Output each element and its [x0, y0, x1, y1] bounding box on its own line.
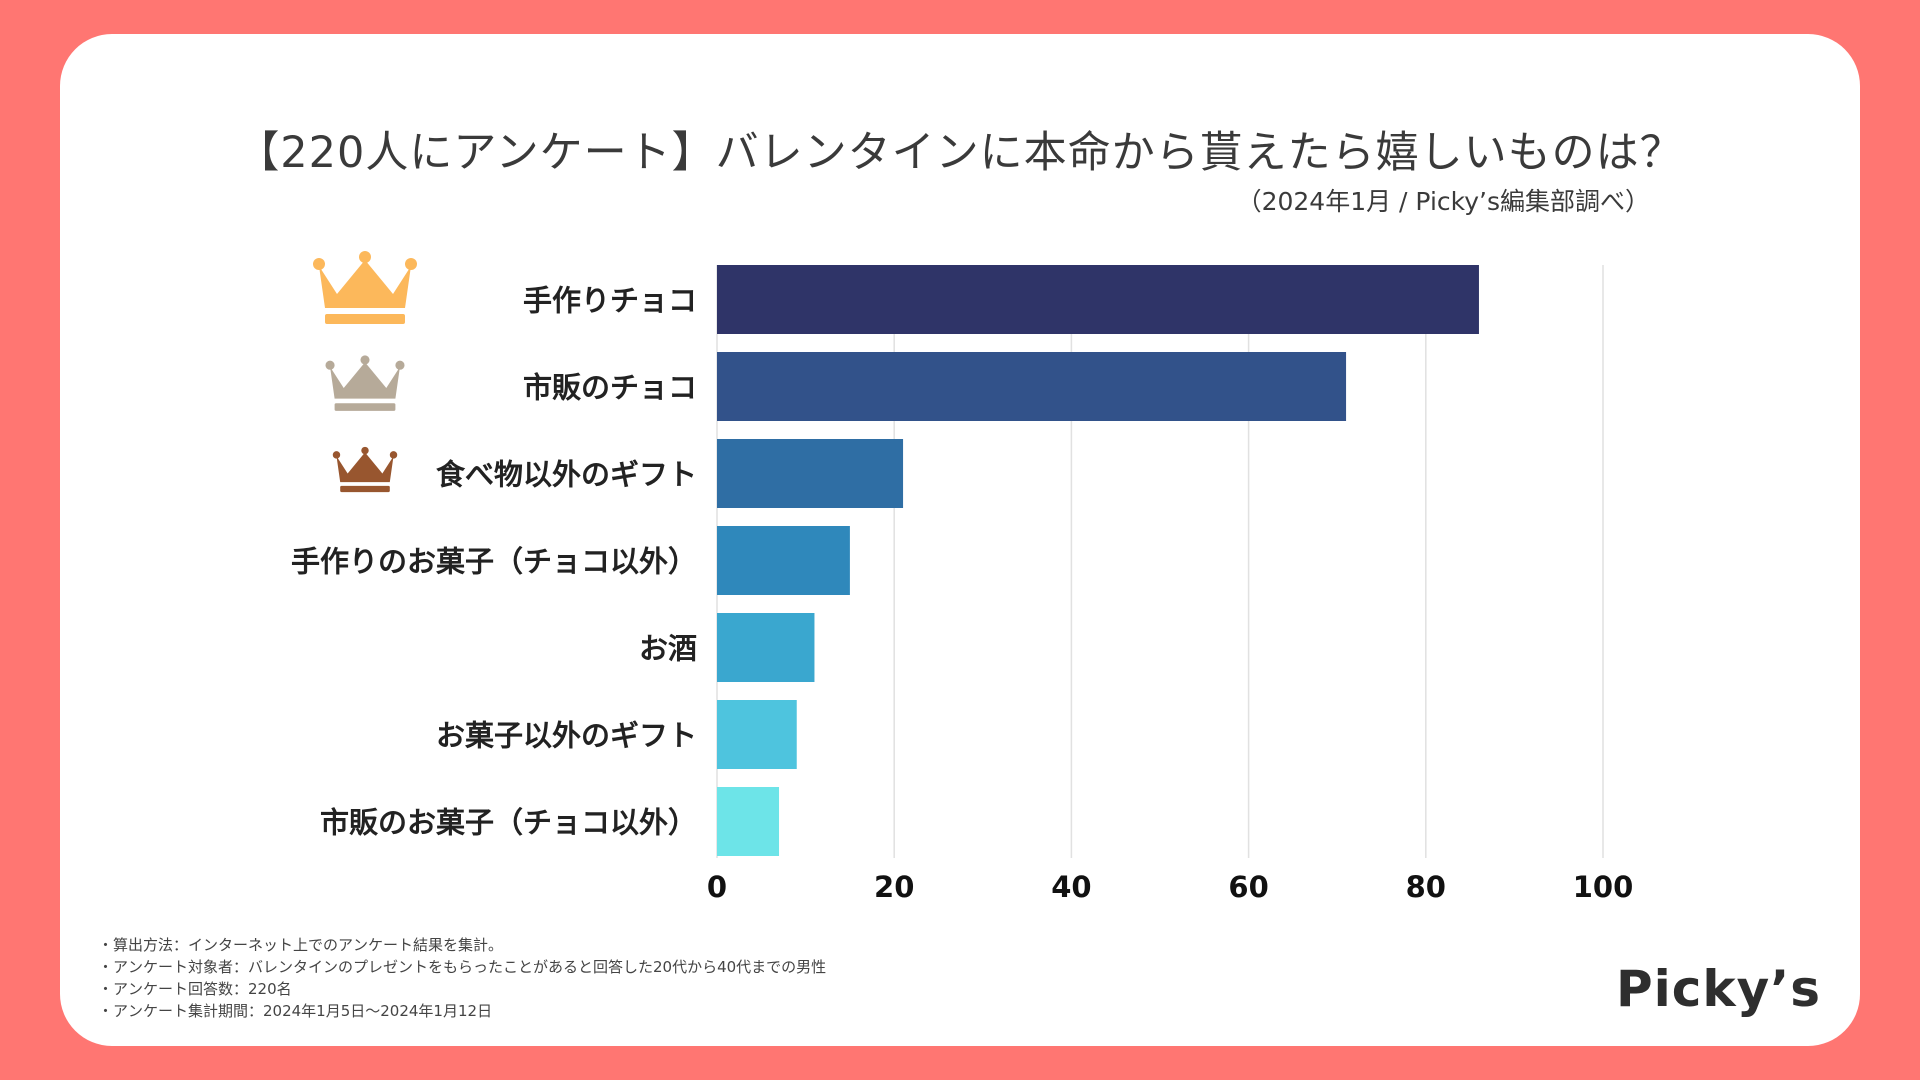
bar	[717, 352, 1347, 421]
bar	[717, 265, 1479, 334]
note-target: ・アンケート対象者：バレンタインのプレゼントをもらったことがあると回答した20代…	[98, 958, 827, 976]
bar	[717, 787, 780, 856]
silver-crown-icon	[325, 355, 405, 411]
category-label: お菓子以外のギフト	[436, 719, 697, 753]
bronze-crown-icon	[332, 446, 398, 493]
note-method: ・算出方法：インターネット上でのアンケート結果を集計。	[98, 936, 504, 954]
bar	[717, 526, 850, 595]
chart-subtitle: （2024年1月 / Picky’s編集部調べ）	[1236, 187, 1650, 216]
x-tick-label: 40	[1051, 870, 1091, 904]
x-tick-label: 0	[707, 870, 727, 904]
category-label: 手作りチョコ	[523, 284, 697, 318]
survey-notes: ・算出方法：インターネット上でのアンケート結果を集計。 ・アンケート対象者：バレ…	[98, 934, 826, 1022]
gold-crown-icon	[313, 251, 417, 324]
x-tick-label: 20	[874, 870, 914, 904]
x-tick-label: 80	[1406, 870, 1446, 904]
category-label: 市販のお菓子（チョコ以外）	[320, 806, 697, 840]
category-label: 手作りのお菓子（チョコ以外）	[291, 545, 697, 579]
category-label: お酒	[639, 632, 697, 666]
note-period: ・アンケート集計期間：2024年1月5日〜2024年1月12日	[98, 1002, 493, 1020]
bar	[717, 439, 904, 508]
bar	[717, 700, 797, 769]
chart-title: 【220人にアンケート】バレンタインに本命から貰えたら嬉しいものは？	[236, 128, 1684, 178]
x-tick-label: 100	[1573, 870, 1634, 904]
note-count: ・アンケート回答数：220名	[98, 980, 292, 998]
category-label: 市販のチョコ	[523, 371, 697, 405]
x-tick-label: 60	[1228, 870, 1268, 904]
chart-card	[60, 34, 1860, 1046]
pickys-logo: Picky’s	[1616, 960, 1822, 1018]
bar	[717, 613, 815, 682]
category-label: 食べ物以外のギフト	[436, 458, 697, 492]
